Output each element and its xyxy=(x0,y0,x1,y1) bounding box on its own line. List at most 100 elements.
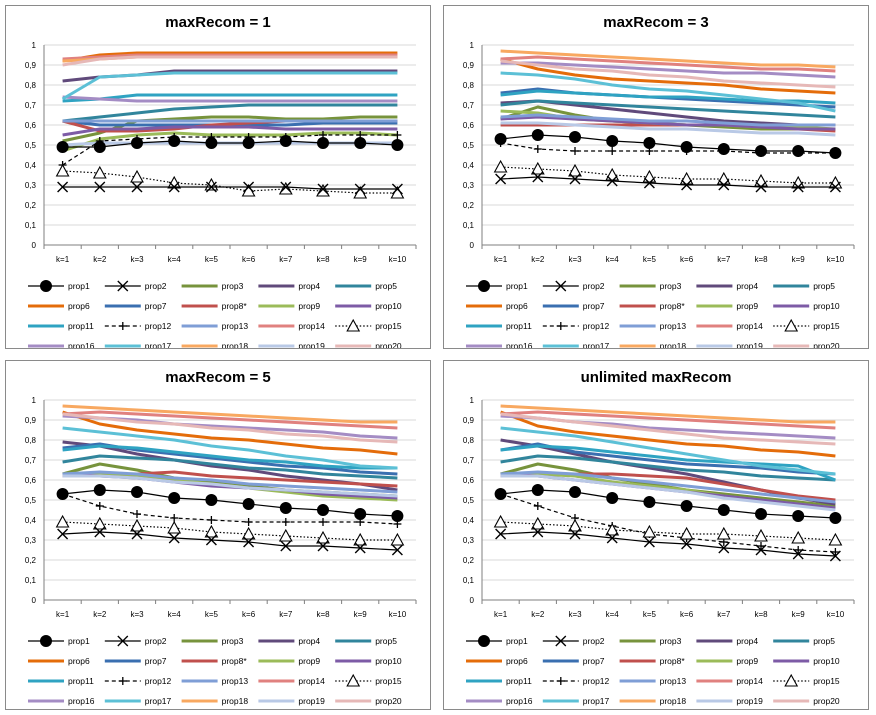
data-point xyxy=(168,135,181,147)
series-prop13 xyxy=(62,470,398,494)
legend-label: prop5 xyxy=(375,281,397,291)
legend-item: prop6 xyxy=(28,301,90,311)
data-point xyxy=(791,530,806,544)
series-line xyxy=(500,57,836,95)
series-line xyxy=(62,55,398,67)
x-tick-label: k=2 xyxy=(531,610,545,619)
legend-item: prop18 xyxy=(619,341,686,348)
legend-item: prop13 xyxy=(181,321,249,331)
series-prop20 xyxy=(62,412,398,444)
legend-marker xyxy=(346,673,361,687)
y-tick-label: 0,4 xyxy=(25,516,37,525)
legend-item: prop1 xyxy=(466,280,528,292)
data-point xyxy=(718,542,730,554)
legend-label: prop9 xyxy=(736,301,758,311)
x-tick-label: k=10 xyxy=(827,255,845,264)
x-tick-label: k=5 xyxy=(643,255,657,264)
legend-label: prop8* xyxy=(660,301,686,311)
data-point xyxy=(280,540,292,552)
data-point xyxy=(391,139,404,151)
data-point xyxy=(95,502,104,510)
legend-item: prop8* xyxy=(619,301,686,311)
legend-marker xyxy=(555,280,567,292)
x-tick-label: k=1 xyxy=(494,610,508,619)
legend-marker xyxy=(40,280,52,292)
chart-svg: maxRecom = 1 0 0,1 0,2 0,3 0,4 0,5 0,6 0,7 0,8 0,9… xyxy=(25,14,417,348)
legend-label: prop19 xyxy=(736,341,763,348)
x-tick-label: k=3 xyxy=(568,255,582,264)
y-tick-label: 0,8 xyxy=(463,436,475,445)
series-prop14 xyxy=(62,53,398,61)
legend-item: prop17 xyxy=(542,696,610,706)
data-point xyxy=(532,526,544,538)
legend-marker xyxy=(118,677,127,685)
legend-label: prop2 xyxy=(583,281,605,291)
legend-item: prop20 xyxy=(335,696,402,706)
legend-item: prop8* xyxy=(181,301,247,311)
data-point xyxy=(533,502,542,510)
legend-label: prop20 xyxy=(375,696,402,706)
data-point xyxy=(569,131,581,143)
legend-label: prop16 xyxy=(506,696,533,706)
legend-label: prop20 xyxy=(813,341,840,348)
x-tick-label: k=8 xyxy=(754,255,768,264)
legend-label: prop16 xyxy=(68,696,95,706)
series-line xyxy=(62,493,398,525)
x-tick-label: k=10 xyxy=(827,610,845,619)
data-point xyxy=(317,183,329,195)
data-point xyxy=(92,516,107,530)
legend-item: prop13 xyxy=(619,321,686,331)
x-tick-label: k=4 xyxy=(606,610,620,619)
legend-item: prop15 xyxy=(773,318,840,332)
series-line xyxy=(500,61,836,79)
legend-label: prop11 xyxy=(506,676,532,686)
legend-label: prop16 xyxy=(506,341,533,348)
data-point xyxy=(390,532,405,546)
series-prop10 xyxy=(500,115,836,131)
data-point xyxy=(829,147,842,159)
legend-label: prop13 xyxy=(222,321,249,331)
legend-label: prop17 xyxy=(583,696,610,706)
series-prop18 xyxy=(500,404,836,424)
y-tick-label: 0,2 xyxy=(25,201,37,210)
data-point xyxy=(533,145,542,153)
legend-item: prop7 xyxy=(104,301,167,311)
x-tick-label: k=7 xyxy=(717,610,731,619)
x-tick-label: k=5 xyxy=(205,255,219,264)
data-point xyxy=(605,167,620,181)
data-point xyxy=(643,137,656,149)
legend-marker xyxy=(118,322,127,330)
legend-label: prop17 xyxy=(145,696,172,706)
legend-item: prop4 xyxy=(258,281,320,291)
legend-label: prop11 xyxy=(68,676,94,686)
series-line xyxy=(62,531,398,551)
series-line xyxy=(500,71,836,113)
y-tick-label: 0,1 xyxy=(25,221,37,230)
series-prop6 xyxy=(500,57,836,95)
y-tick-label: 0,4 xyxy=(463,516,475,525)
legend-item: prop10 xyxy=(335,656,402,666)
series-prop2 xyxy=(57,526,403,556)
series-prop19 xyxy=(62,474,398,498)
legend-label: prop6 xyxy=(68,301,90,311)
data-point xyxy=(792,548,804,560)
y-tick-label: 0,6 xyxy=(463,121,475,130)
data-point xyxy=(606,492,619,504)
series-line xyxy=(62,115,398,143)
data-point xyxy=(679,526,694,540)
y-tick-label: 0 xyxy=(32,241,37,250)
series-line xyxy=(500,410,836,430)
legend-label: prop19 xyxy=(298,341,325,348)
data-point xyxy=(278,528,293,542)
legend-item: prop1 xyxy=(28,280,90,292)
series-prop14 xyxy=(500,55,836,73)
legend-label: prop20 xyxy=(375,341,402,348)
legend-item: prop12 xyxy=(542,676,610,686)
legend-item: prop9 xyxy=(258,656,320,666)
series-prop5 xyxy=(62,103,398,123)
data-point xyxy=(56,488,69,500)
series-prop14 xyxy=(62,410,398,430)
data-point xyxy=(55,163,70,177)
y-tick-label: 0,5 xyxy=(463,141,475,150)
legend-item: prop10 xyxy=(773,301,840,311)
